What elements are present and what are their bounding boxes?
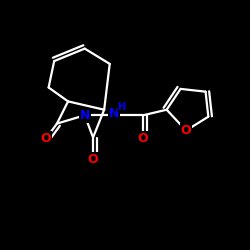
Text: N: N — [80, 109, 90, 122]
Text: H: H — [117, 102, 125, 112]
Text: O: O — [40, 132, 51, 145]
Text: O: O — [88, 153, 98, 166]
Text: H: H — [111, 110, 119, 120]
Text: N: N — [109, 108, 119, 120]
Text: O: O — [181, 124, 192, 137]
Text: O: O — [138, 132, 148, 145]
